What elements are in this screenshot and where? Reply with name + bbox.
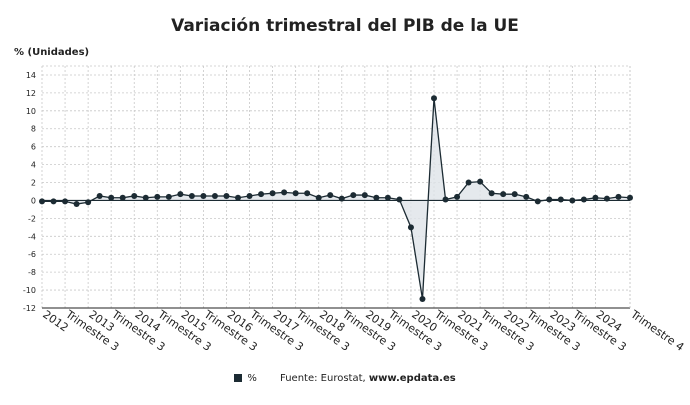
data-point [384, 194, 391, 201]
source-label: Fuente: Eurostat, [280, 373, 366, 384]
y-tick-label: -6 [28, 250, 36, 259]
data-point [165, 193, 172, 200]
legend-swatch [234, 374, 243, 382]
y-tick-label: 8 [31, 125, 36, 134]
data-point [546, 196, 553, 203]
y-tick-label: -8 [28, 268, 36, 277]
chart-title: Variación trimestral del PIB de la UE [171, 16, 519, 36]
y-tick-label: 2 [31, 179, 36, 188]
data-point [281, 189, 288, 196]
data-point [465, 179, 472, 186]
data-point [39, 198, 45, 205]
data-point [292, 190, 299, 197]
data-point [592, 194, 599, 201]
data-point [258, 191, 265, 198]
data-point [454, 193, 461, 200]
y-axis-label: % (Unidades) [14, 47, 90, 58]
y-tick-label: 0 [31, 196, 36, 205]
data-point [211, 192, 218, 199]
data-point [557, 196, 564, 203]
data-point [615, 193, 622, 200]
legend-series-name: % [247, 373, 257, 384]
data-point [73, 201, 80, 208]
data-point [442, 196, 449, 203]
y-tick-label: -12 [23, 304, 36, 313]
data-point [511, 191, 518, 198]
data-point [327, 192, 334, 199]
data-point [580, 196, 587, 203]
data-point [269, 190, 276, 197]
y-tick-label: 14 [26, 71, 36, 80]
data-point [304, 190, 311, 197]
y-tick-label: 12 [26, 89, 36, 98]
series-points [39, 95, 633, 303]
y-tick-label: 10 [26, 107, 36, 116]
data-point [235, 194, 241, 201]
y-tick-label: 6 [31, 143, 36, 152]
data-point [603, 195, 610, 202]
series-polyline [42, 98, 631, 300]
data-point [350, 192, 357, 199]
data-point [488, 190, 495, 197]
area-fill-path [42, 98, 630, 300]
source-domain[interactable]: www.epdata.es [368, 373, 456, 384]
data-point [419, 296, 426, 303]
x-tick-label: Trimestre 4 [627, 307, 686, 354]
y-tick-labels: 14 12 10 8 6 4 2 0 -2 -4 -6 -8 -10 -12 [23, 71, 36, 313]
data-point [177, 191, 184, 198]
data-point [627, 194, 633, 201]
data-point [523, 193, 530, 200]
data-point [396, 196, 403, 203]
grid-lines [41, 65, 631, 309]
y-tick-label: -2 [28, 214, 36, 223]
data-point [534, 198, 541, 205]
y-tick-label: -4 [28, 232, 36, 241]
data-point [407, 224, 414, 231]
data-point [223, 192, 230, 199]
series-line [42, 98, 631, 300]
x-tick-label: 2012 [40, 308, 70, 335]
data-point [315, 194, 322, 201]
data-point [96, 192, 103, 199]
data-point [108, 194, 115, 201]
chart-footer: % Fuente: Eurostat, www.epdata.es [0, 373, 690, 384]
data-point [569, 197, 576, 204]
data-point [500, 191, 507, 198]
data-point [338, 195, 345, 202]
data-point [85, 199, 92, 206]
data-point [477, 178, 484, 185]
area-fill [42, 98, 630, 300]
data-point [62, 198, 69, 205]
data-point [200, 192, 207, 199]
data-point [154, 193, 161, 200]
data-point [361, 192, 368, 199]
data-point [431, 95, 437, 102]
y-tick-label: 4 [31, 161, 36, 170]
data-point [188, 192, 195, 199]
y-tick-label: -10 [23, 286, 36, 295]
data-point [142, 194, 149, 201]
data-point [131, 192, 138, 199]
data-point [373, 194, 380, 201]
data-point [119, 194, 126, 201]
data-point [246, 192, 253, 199]
data-point [50, 198, 57, 205]
